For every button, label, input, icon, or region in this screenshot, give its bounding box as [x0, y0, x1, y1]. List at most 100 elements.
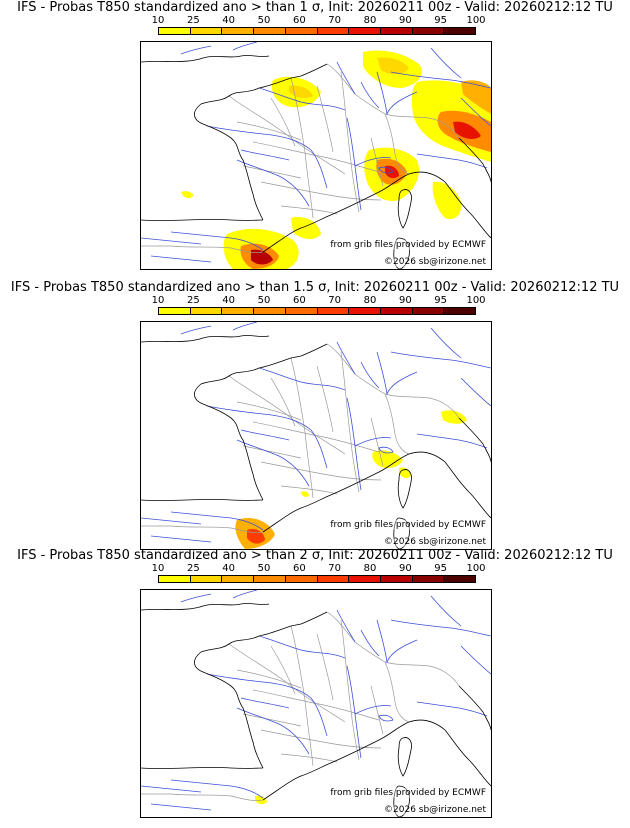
admin-border [270, 645, 296, 695]
river [206, 405, 328, 469]
admin-border [326, 343, 386, 395]
colorbar-tick-label: 90 [398, 15, 412, 26]
panel-2: IFS - Probas T850 standardized ano > tha… [0, 280, 630, 550]
colorbar-cell [317, 308, 350, 314]
river [354, 705, 392, 715]
admin-border [370, 137, 384, 187]
river [150, 535, 212, 543]
colorbar-tick-label: 25 [186, 15, 200, 26]
colorbar-tick-label: 10 [151, 563, 165, 574]
river [141, 237, 202, 245]
river [206, 673, 328, 737]
colorbar-tick-label: 100 [466, 295, 486, 306]
probability-map: from grib files provided by ECMWF ©2026 … [140, 41, 492, 270]
river [360, 81, 380, 109]
admin-border [228, 375, 346, 455]
river [354, 437, 392, 447]
river [376, 71, 418, 116]
colorbar-cell [222, 28, 255, 34]
admin-border [290, 357, 314, 499]
admin-border [280, 205, 338, 215]
colorbar-cell [349, 28, 381, 34]
river [430, 47, 462, 79]
coastline [141, 219, 264, 221]
admin-border [316, 365, 334, 433]
colorbar-tick-label: 40 [222, 15, 236, 26]
river [360, 361, 380, 389]
probability-area [377, 57, 409, 75]
coastline [194, 651, 264, 769]
probability-map: from grib files provided by ECMWF ©2026 … [140, 589, 492, 818]
colorbar-cell [254, 576, 286, 582]
colorbar [158, 27, 476, 35]
coastline [194, 103, 264, 221]
river [232, 42, 258, 51]
colorbar-cell [380, 308, 413, 314]
colorbar-cell [380, 576, 413, 582]
probability-area [291, 216, 321, 240]
colorbar-tick-label: 70 [328, 15, 342, 26]
admin-border [384, 113, 460, 139]
colorbar-tick-label: 50 [257, 15, 271, 26]
colorbar-tick-label: 100 [466, 563, 486, 574]
coastline [141, 499, 264, 501]
river [236, 159, 310, 207]
probability-area [461, 80, 491, 114]
coastline [141, 767, 264, 769]
colorbar-cell [444, 308, 476, 314]
admin-border [290, 625, 314, 767]
admin-border [340, 619, 360, 761]
probability-map: from grib files provided by ECMWF ©2026 … [140, 321, 492, 550]
admin-border [370, 685, 384, 735]
admin-border [252, 421, 380, 453]
corsica-coast [397, 189, 412, 229]
coastline [262, 173, 410, 253]
colorbar-tick-label: 60 [292, 15, 306, 26]
river [170, 231, 264, 251]
probability-field [181, 50, 491, 269]
probability-field [255, 795, 267, 805]
river [170, 511, 264, 531]
coastline [408, 171, 491, 239]
admin-border [260, 729, 382, 749]
river [336, 61, 356, 95]
lake [378, 166, 394, 174]
river [430, 595, 462, 627]
river [170, 779, 264, 799]
admin-border [326, 611, 386, 663]
coastline [458, 685, 491, 731]
base-map [141, 322, 491, 549]
river [460, 645, 491, 675]
colorbar-tick-label: 70 [328, 563, 342, 574]
river [150, 803, 212, 811]
admin-border [340, 71, 360, 213]
river [416, 433, 488, 449]
admin-border [290, 77, 314, 219]
coastline [458, 137, 491, 183]
admin-border [236, 121, 302, 141]
colorbar-tick-label: 40 [222, 563, 236, 574]
river [416, 701, 488, 717]
colorbar-cell [159, 576, 191, 582]
admin-border [316, 85, 334, 153]
river [180, 325, 212, 335]
river [360, 629, 380, 657]
panel-title: IFS - Probas T850 standardized ano > tha… [17, 0, 613, 15]
colorbar-cell [190, 28, 223, 34]
colorbar-tick-label: 95 [434, 15, 448, 26]
source-credit: from grib files provided by ECMWF [330, 520, 486, 530]
river [141, 517, 202, 525]
admin-border [236, 401, 302, 421]
corsica-coast [397, 469, 412, 509]
panel-title: IFS - Probas T850 standardized ano > tha… [17, 548, 613, 563]
probability-area [301, 491, 309, 497]
river [390, 71, 491, 89]
probability-area [399, 467, 411, 479]
colorbar-tick-label: 25 [186, 295, 200, 306]
river [180, 593, 212, 603]
colorbar-labels: 10 25 40 50 60 70 80 90 95 100 [152, 295, 486, 306]
admin-border [242, 713, 302, 727]
colorbar-tick-label: 95 [434, 563, 448, 574]
probability-area [255, 795, 267, 805]
colorbar-cell [380, 28, 413, 34]
